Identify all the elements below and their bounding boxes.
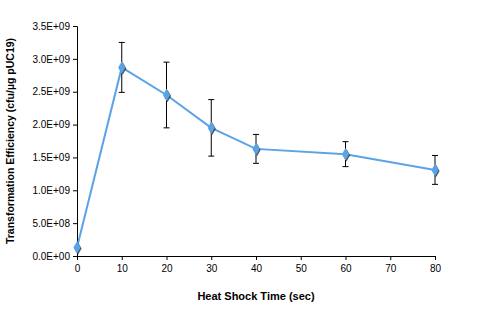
error-bar: [119, 42, 125, 92]
error-bar-cap: [432, 184, 438, 185]
x-tick-mark: [346, 256, 347, 260]
error-bar-cap: [253, 134, 259, 135]
y-tick-label: 3.5E+09: [32, 21, 70, 32]
x-tick-label: 0: [75, 263, 81, 274]
y-tick: 3.0E+09: [32, 54, 77, 65]
x-tick: 30: [206, 256, 218, 274]
chart-svg: 0.0E+00 5.0E+08 1.0E+09 1.5E+09 2.0E+09 2.5E+…: [0, 0, 486, 318]
marker: [431, 164, 438, 176]
x-tick-mark: [122, 256, 123, 260]
y-tick: 0.0E+00: [32, 251, 77, 262]
x-tick: 50: [296, 256, 308, 274]
y-tick-label: 2.0E+09: [32, 119, 70, 130]
y-tick: 2.5E+09: [32, 86, 77, 97]
marker-shadow: [432, 165, 439, 177]
marker: [163, 89, 170, 101]
x-tick: 70: [385, 256, 397, 274]
y-tick: 3.5E+09: [32, 21, 77, 32]
x-axis-title: Heat Shock Time (sec): [197, 290, 315, 302]
x-tick: 0: [75, 256, 81, 274]
x-tick: 10: [117, 256, 129, 274]
y-tick-label: 5.0E+08: [32, 218, 70, 229]
error-bar-cap: [343, 166, 349, 167]
x-tick-label: 70: [385, 263, 397, 274]
y-tick: 1.0E+09: [32, 185, 77, 196]
data-group: [73, 42, 439, 254]
y-axis-line: [73, 27, 78, 257]
error-bar-cap: [119, 42, 125, 43]
error-bar-cap: [208, 99, 214, 100]
y-tick-mark: [73, 190, 77, 191]
y-tick-label: 2.5E+09: [32, 86, 70, 97]
x-tick-label: 30: [206, 263, 218, 274]
marker: [342, 148, 349, 160]
chart-container: 0.0E+00 5.0E+08 1.0E+09 1.5E+09 2.0E+09 2.5E+…: [0, 0, 486, 318]
x-axis-line: [78, 257, 436, 261]
error-bar: [432, 155, 438, 184]
x-tick-mark: [301, 256, 302, 260]
x-axis: 0 10 20 30 40 50 60 70 80: [75, 256, 442, 274]
x-tick-mark: [167, 256, 168, 260]
error-bar-cap: [164, 127, 170, 128]
x-tick: 80: [430, 256, 442, 274]
y-tick-label: 1.0E+09: [32, 185, 70, 196]
x-tick-mark: [435, 256, 436, 260]
marker-shadow: [74, 242, 81, 254]
error-bar-cap: [253, 163, 259, 164]
x-tick-mark: [390, 256, 391, 260]
x-tick-label: 10: [117, 263, 129, 274]
x-tick-label: 60: [340, 263, 352, 274]
y-axis-title: Transformation Efficiency (cfu/µg pUC19): [4, 38, 16, 244]
marker: [118, 61, 125, 73]
x-tick: 60: [340, 256, 352, 274]
marker-shadow: [164, 90, 171, 102]
x-tick-label: 50: [296, 263, 308, 274]
y-tick-label: 0.0E+00: [32, 251, 70, 262]
error-bar-cap: [119, 92, 125, 93]
error-bar: [343, 142, 349, 167]
x-tick-label: 40: [251, 263, 263, 274]
y-tick: 1.5E+09: [32, 152, 77, 163]
y-tick-mark: [73, 256, 77, 257]
y-tick-mark: [73, 92, 77, 93]
error-bar-cap: [208, 156, 214, 157]
y-tick-mark: [73, 157, 77, 158]
x-tick-label: 20: [161, 263, 173, 274]
error-bar: [253, 134, 259, 163]
x-tick-label: 80: [430, 263, 442, 274]
y-tick-mark: [73, 125, 77, 126]
x-tick: 40: [251, 256, 263, 274]
marker-shadow: [253, 144, 260, 156]
x-tick-mark: [77, 256, 78, 260]
error-bar: [208, 100, 214, 157]
plot: 0.0E+00 5.0E+08 1.0E+09 1.5E+09 2.0E+09 2.5E+…: [32, 21, 441, 274]
error-bar: [164, 62, 170, 128]
x-tick: 20: [161, 256, 173, 274]
marker: [208, 122, 215, 134]
y-tick-label: 3.0E+09: [32, 54, 70, 65]
error-bar-cap: [164, 62, 170, 63]
x-tick-mark: [256, 256, 257, 260]
data-line: [77, 67, 435, 247]
y-tick-mark: [73, 59, 77, 60]
marker-shadow: [119, 62, 126, 74]
marker: [252, 143, 259, 155]
y-tick-label: 1.5E+09: [32, 152, 70, 163]
y-tick-mark: [73, 26, 77, 27]
error-bar-cap: [343, 141, 349, 142]
error-bar-cap: [432, 155, 438, 156]
marker: [73, 241, 80, 253]
y-tick-mark: [73, 223, 77, 224]
y-tick: 5.0E+08: [32, 218, 77, 229]
marker-shadow: [209, 123, 216, 135]
y-axis: 0.0E+00 5.0E+08 1.0E+09 1.5E+09 2.0E+09 2.5E+…: [32, 21, 77, 262]
x-tick-mark: [211, 256, 212, 260]
y-tick: 2.0E+09: [32, 119, 77, 130]
marker-shadow: [343, 149, 350, 161]
